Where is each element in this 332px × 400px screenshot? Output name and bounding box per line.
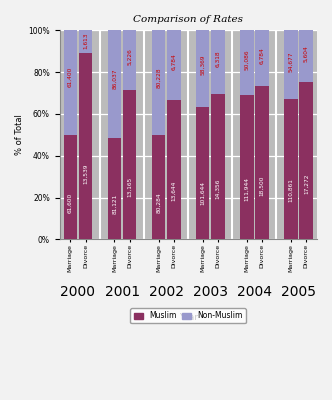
- Bar: [152, 30, 165, 135]
- Text: 86,037: 86,037: [112, 68, 117, 89]
- Bar: [79, 52, 92, 240]
- Y-axis label: % of Total: % of Total: [15, 114, 24, 155]
- Text: 14,356: 14,356: [215, 178, 220, 199]
- Text: 61,600: 61,600: [68, 193, 73, 213]
- Bar: [79, 30, 92, 52]
- Bar: [211, 94, 225, 240]
- Text: 110,861: 110,861: [289, 178, 293, 202]
- Text: 18,500: 18,500: [260, 176, 265, 196]
- Title: Comparison of Rates: Comparison of Rates: [133, 15, 243, 24]
- Text: 111,944: 111,944: [244, 177, 249, 201]
- Text: 80,284: 80,284: [156, 192, 161, 213]
- Bar: [255, 86, 269, 240]
- Text: 6,318: 6,318: [215, 51, 220, 68]
- Text: 54,677: 54,677: [289, 51, 293, 72]
- Bar: [240, 95, 254, 240]
- Bar: [123, 90, 136, 240]
- Text: 13,539: 13,539: [83, 164, 88, 184]
- Text: 17,272: 17,272: [304, 174, 309, 194]
- Text: 6,784: 6,784: [171, 53, 176, 70]
- Bar: [299, 82, 313, 240]
- Bar: [196, 107, 209, 240]
- Text: 61,400: 61,400: [68, 67, 73, 88]
- Text: 50,086: 50,086: [244, 49, 249, 70]
- Bar: [123, 30, 136, 90]
- Bar: [284, 100, 298, 240]
- X-axis label: Year: Year: [179, 313, 198, 322]
- Text: 1,613: 1,613: [83, 32, 88, 49]
- Text: 6,784: 6,784: [260, 47, 265, 64]
- Text: 13,165: 13,165: [127, 177, 132, 197]
- Text: 80,228: 80,228: [156, 67, 161, 88]
- Text: 5,226: 5,226: [127, 49, 132, 66]
- Text: 81,121: 81,121: [112, 194, 117, 214]
- Text: 101,644: 101,644: [200, 181, 205, 205]
- Bar: [152, 135, 165, 240]
- Bar: [63, 30, 77, 135]
- Text: 13,644: 13,644: [171, 180, 176, 201]
- Bar: [284, 30, 298, 100]
- Bar: [255, 30, 269, 86]
- Bar: [299, 30, 313, 82]
- Bar: [167, 30, 181, 100]
- Text: 5,604: 5,604: [304, 45, 309, 62]
- Bar: [211, 30, 225, 94]
- Bar: [108, 138, 121, 240]
- Bar: [196, 30, 209, 107]
- Text: 58,369: 58,369: [200, 54, 205, 75]
- Bar: [240, 30, 254, 95]
- Bar: [63, 135, 77, 240]
- Legend: Muslim, Non-Muslim: Muslim, Non-Muslim: [130, 308, 246, 324]
- Bar: [108, 30, 121, 138]
- Bar: [167, 100, 181, 240]
